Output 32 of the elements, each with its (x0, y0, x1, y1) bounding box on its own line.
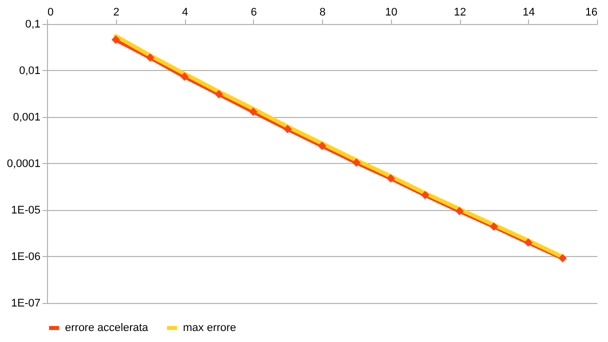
legend-label: max errore (183, 322, 236, 334)
point (283, 124, 292, 134)
point (558, 254, 567, 262)
x-tick-label: 6 (250, 6, 257, 18)
y-tick-label: 1E-06 (11, 251, 40, 263)
point (146, 53, 154, 62)
point (420, 190, 430, 200)
y-tick-label: 1E-07 (11, 298, 40, 310)
x-tick-label: 12 (454, 6, 466, 18)
x-tick-label: 10 (385, 6, 398, 18)
point (352, 158, 361, 167)
point (249, 108, 258, 116)
x-tick-label: 16 (585, 6, 598, 18)
x-tick-label: 0 (48, 6, 54, 18)
y-tick-label: 0,001 (12, 112, 40, 124)
point (112, 36, 120, 44)
x-tick-label: 8 (319, 6, 326, 18)
y-tick-label: 0,0001 (6, 158, 40, 170)
point (386, 174, 395, 183)
point (214, 90, 224, 98)
point (490, 222, 498, 231)
point (455, 206, 464, 216)
y-tick-label: 0,01 (19, 65, 40, 77)
x-tick-label: 2 (113, 6, 120, 18)
x-tick-label: 4 (182, 6, 188, 18)
y-tick-label: 0,1 (25, 18, 40, 30)
point (524, 238, 532, 247)
point (318, 142, 326, 150)
x-tick-label: 14 (522, 6, 535, 18)
y-tick-label: 1E-05 (11, 204, 40, 216)
legend-label: errore accelerata (65, 322, 150, 334)
point (180, 72, 189, 81)
